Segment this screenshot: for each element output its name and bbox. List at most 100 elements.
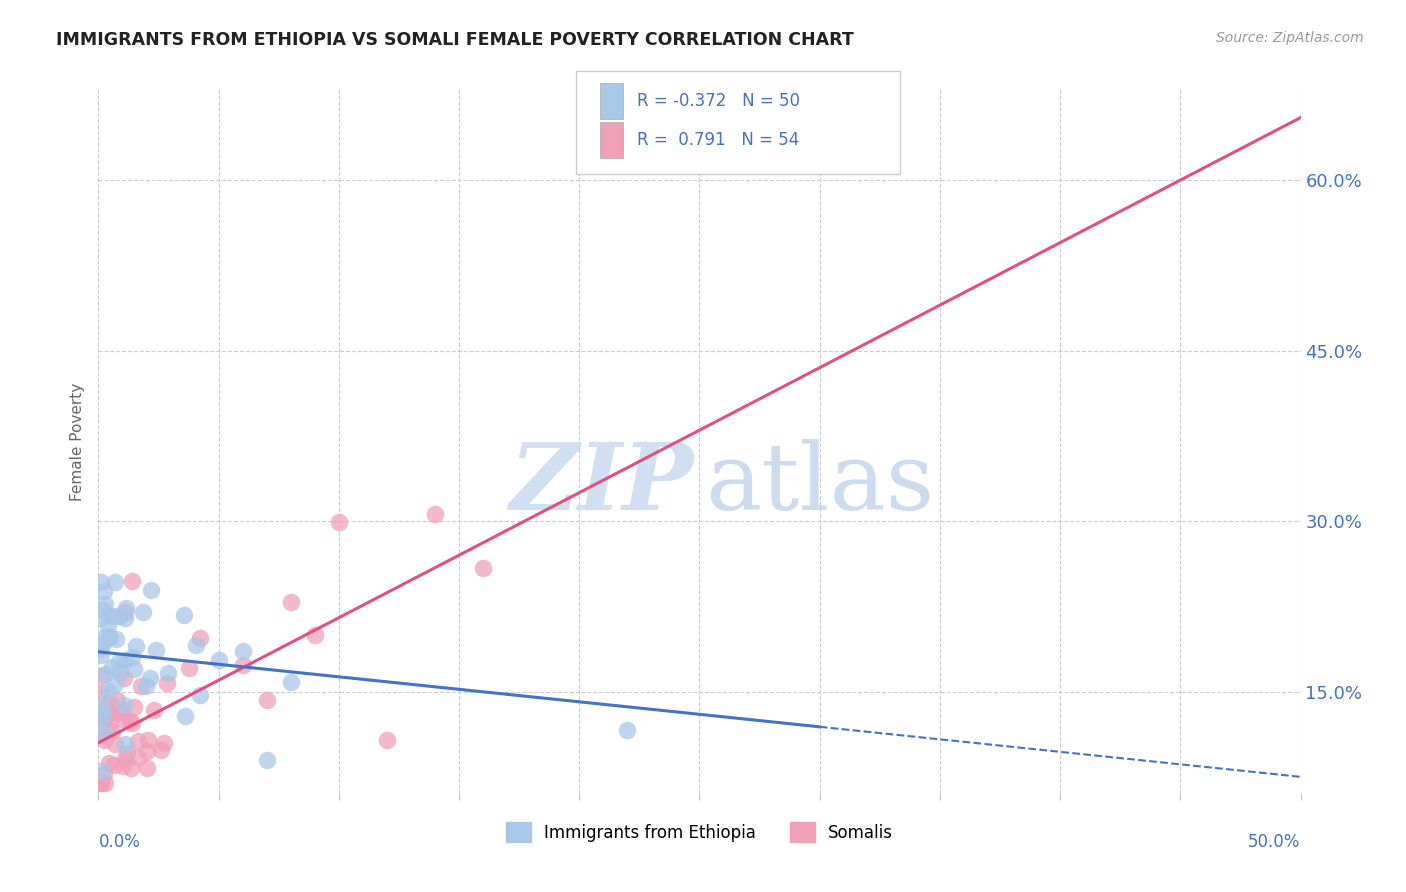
Point <box>232 658 254 673</box>
Point <box>156 676 179 690</box>
Point <box>472 561 495 575</box>
Point <box>90 704 112 718</box>
Point <box>121 574 143 588</box>
Point <box>121 716 143 731</box>
Point <box>97 684 120 698</box>
Point <box>93 630 115 644</box>
Legend: Immigrants from Ethiopia, Somalis: Immigrants from Ethiopia, Somalis <box>499 815 900 849</box>
Point <box>139 671 162 685</box>
Point <box>136 744 159 758</box>
Point <box>104 737 127 751</box>
Point <box>94 598 117 612</box>
Point <box>304 628 326 642</box>
Point <box>122 662 145 676</box>
Point <box>127 733 149 747</box>
Point <box>114 737 136 751</box>
Point <box>90 686 112 700</box>
Point <box>104 575 127 590</box>
Point <box>97 630 120 644</box>
Text: R =  0.791   N = 54: R = 0.791 N = 54 <box>637 131 799 149</box>
Text: 0.0%: 0.0% <box>98 832 141 851</box>
Point <box>93 733 115 747</box>
Point <box>90 710 112 724</box>
Point <box>90 712 112 726</box>
Text: Source: ZipAtlas.com: Source: ZipAtlas.com <box>1216 31 1364 45</box>
Point <box>114 600 136 615</box>
Point <box>104 677 127 691</box>
Point <box>122 700 145 714</box>
Point <box>143 703 166 717</box>
Point <box>108 656 131 670</box>
Point <box>232 643 254 657</box>
Point <box>112 698 135 712</box>
Point <box>91 728 114 742</box>
Point <box>328 516 350 530</box>
Point <box>375 732 398 747</box>
Point <box>256 753 278 767</box>
Point <box>91 706 114 720</box>
Point <box>90 708 112 723</box>
Point <box>108 706 131 721</box>
Point <box>184 639 207 653</box>
Point <box>103 758 125 772</box>
Point <box>107 609 129 624</box>
Point <box>94 775 117 789</box>
Point <box>208 653 231 667</box>
Point <box>100 660 122 674</box>
Point <box>91 764 114 779</box>
Point <box>98 706 121 720</box>
Point <box>121 649 143 664</box>
Point <box>90 611 112 625</box>
Point <box>125 640 148 654</box>
Point <box>114 610 136 624</box>
Point <box>90 668 112 682</box>
Point <box>188 688 211 702</box>
Y-axis label: Female Poverty: Female Poverty <box>70 383 86 500</box>
Point <box>120 761 142 775</box>
Point <box>149 743 172 757</box>
Point <box>90 648 112 663</box>
Point <box>145 643 167 657</box>
Point <box>280 595 302 609</box>
Point <box>101 608 124 623</box>
Point <box>90 641 112 656</box>
Point <box>173 608 195 623</box>
Point <box>127 749 149 764</box>
Point <box>141 583 163 598</box>
Point <box>114 653 136 667</box>
Point <box>90 699 112 714</box>
Point <box>98 756 121 771</box>
Text: ZIP: ZIP <box>509 439 693 529</box>
Point <box>156 665 179 680</box>
Point <box>188 631 211 645</box>
Point <box>114 752 136 766</box>
Point <box>174 709 197 723</box>
Point <box>280 674 302 689</box>
Point <box>129 679 152 693</box>
Point <box>97 696 120 710</box>
Point <box>132 605 155 619</box>
Text: atlas: atlas <box>706 439 935 529</box>
Point <box>616 723 638 738</box>
Point <box>94 667 117 681</box>
Point <box>112 712 135 726</box>
Point <box>136 733 159 747</box>
Point <box>93 767 115 781</box>
Point <box>97 618 120 632</box>
Text: IMMIGRANTS FROM ETHIOPIA VS SOMALI FEMALE POVERTY CORRELATION CHART: IMMIGRANTS FROM ETHIOPIA VS SOMALI FEMAL… <box>56 31 853 49</box>
Point <box>108 665 131 679</box>
Point <box>105 692 128 706</box>
Point <box>101 724 124 739</box>
Point <box>97 631 120 645</box>
Point <box>114 605 136 619</box>
Point <box>135 760 157 774</box>
Point <box>104 632 127 646</box>
Point <box>179 661 201 675</box>
Point <box>91 704 114 718</box>
Point <box>112 759 135 773</box>
Text: R = -0.372   N = 50: R = -0.372 N = 50 <box>637 92 800 110</box>
Point <box>93 725 115 739</box>
Point <box>91 603 114 617</box>
Point <box>135 679 157 693</box>
Point <box>153 735 176 749</box>
